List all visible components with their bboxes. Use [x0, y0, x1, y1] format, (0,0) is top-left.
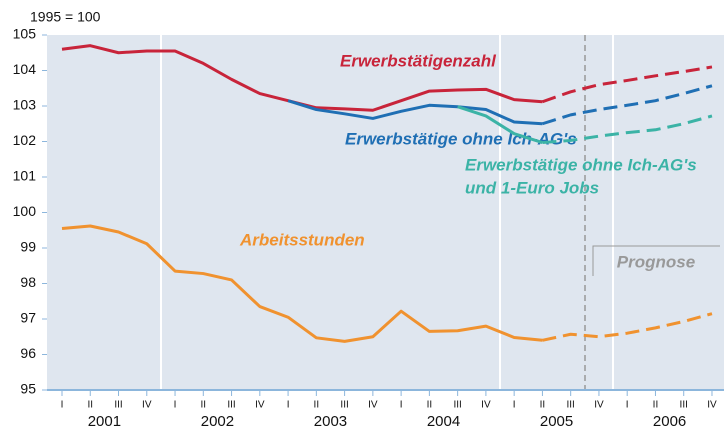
y-tick-label: 102	[13, 132, 37, 148]
y-axis-label: 1995 = 100	[30, 9, 101, 25]
x-tick-label: IV	[255, 400, 265, 411]
x-tick-label: II	[314, 400, 320, 411]
year-label: 2003	[314, 413, 347, 429]
series-label: Arbeitsstunden	[239, 230, 365, 249]
x-tick-label: II	[540, 400, 546, 411]
x-tick-label: I	[287, 400, 290, 411]
y-tick-label: 101	[13, 168, 37, 184]
x-tick-label: IV	[368, 400, 378, 411]
y-tick-label: 100	[13, 203, 37, 219]
year-label: 2002	[201, 413, 234, 429]
y-tick-label: 104	[13, 61, 37, 77]
x-tick-label: III	[340, 400, 348, 411]
x-tick-label: III	[567, 400, 575, 411]
series-line-forecast	[541, 84, 713, 126]
series-line-forecast	[542, 312, 713, 342]
x-tick-label: II	[653, 400, 659, 411]
series-label: Erwerbstätige ohne Ich-AG's	[465, 155, 697, 174]
forecast-bracket	[592, 245, 720, 276]
x-tick-label: II	[201, 400, 207, 411]
x-tick-label: IV	[142, 400, 152, 411]
x-tick-label: I	[626, 400, 629, 411]
x-tick-label: II	[427, 400, 433, 411]
x-tick-label: IV	[481, 400, 491, 411]
series-label: Erwerbstätige ohne Ich-AG's	[345, 129, 577, 148]
x-tick-label: I	[174, 400, 177, 411]
y-tick-label: 105	[13, 26, 37, 42]
y-tick-label: 98	[20, 274, 36, 290]
x-tick-label: III	[680, 400, 688, 411]
x-tick-label: III	[114, 400, 122, 411]
x-tick-label: II	[87, 400, 93, 411]
y-tick-label: 96	[20, 345, 36, 361]
x-tick-label: III	[227, 400, 235, 411]
forecast-label: Prognose	[617, 252, 695, 271]
series-line	[457, 105, 543, 144]
series-label: und 1-Euro Jobs	[465, 178, 599, 197]
y-tick-label: 97	[20, 310, 36, 326]
x-tick-label: I	[61, 400, 64, 411]
year-label: 2006	[653, 413, 686, 429]
year-label: 2001	[88, 413, 121, 429]
series-label: Erwerbstätigenzahl	[340, 51, 497, 70]
x-tick-label: IV	[707, 400, 717, 411]
x-tick-label: I	[400, 400, 403, 411]
y-tick-label: 99	[20, 239, 36, 255]
series-line	[287, 99, 543, 126]
x-tick-label: I	[513, 400, 516, 411]
series-line	[61, 224, 543, 343]
x-tick-label: IV	[594, 400, 604, 411]
year-label: 2005	[540, 413, 573, 429]
plot-background	[47, 35, 724, 390]
series-line-forecast	[541, 65, 713, 104]
y-tick-label: 95	[20, 381, 36, 397]
series-line-forecast	[542, 114, 713, 145]
x-tick-label: III	[453, 400, 461, 411]
year-label: 2004	[427, 413, 460, 429]
y-tick-label: 103	[13, 97, 37, 113]
